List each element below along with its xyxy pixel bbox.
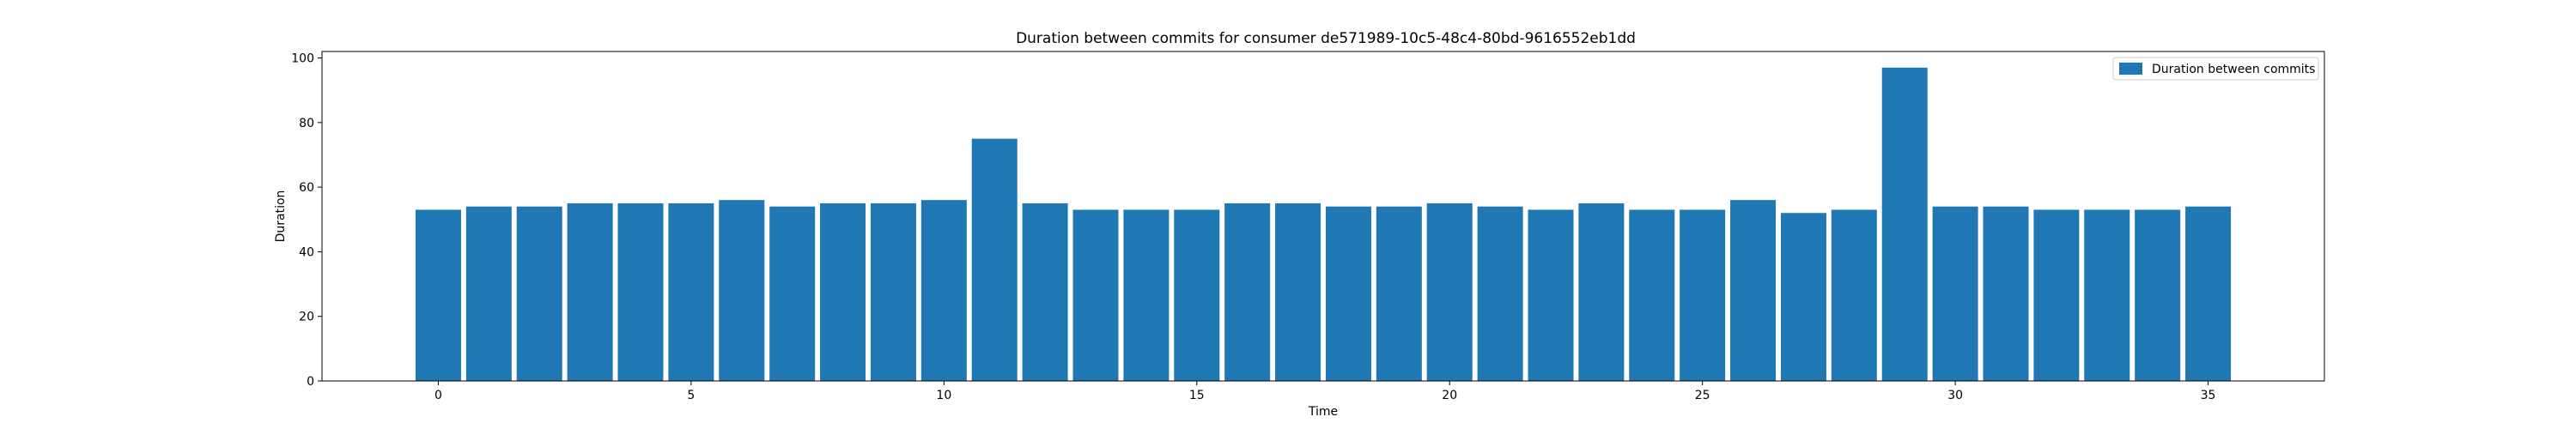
x-tick-label: 25: [1695, 389, 1710, 402]
bar-29: [1881, 67, 1928, 381]
bar-8: [820, 202, 866, 381]
bar-23: [1578, 202, 1625, 381]
bar-3: [567, 202, 613, 381]
bar-10: [920, 200, 967, 381]
bar-4: [617, 202, 664, 381]
y-tick-label: 60: [299, 181, 314, 195]
bar-11: [971, 138, 1018, 381]
bar-7: [769, 206, 816, 381]
x-tick-label: 10: [936, 389, 951, 402]
plot-frame: [321, 51, 2325, 382]
x-tick-label: 35: [2201, 389, 2216, 402]
bar-22: [1528, 209, 1574, 381]
bar-2: [516, 206, 562, 381]
bar-24: [1629, 209, 1675, 381]
x-tick-label: 5: [687, 389, 695, 402]
bar-0: [415, 209, 461, 381]
y-tick-label: 100: [291, 52, 314, 66]
legend-box: [2112, 57, 2319, 81]
bar-28: [1831, 209, 1877, 381]
bar-34: [2135, 209, 2181, 381]
y-tick-label: 20: [299, 311, 314, 324]
bar-31: [1983, 206, 2029, 381]
bar-6: [719, 200, 765, 381]
bar-26: [1730, 200, 1777, 381]
x-axis-ticks: 0 5 10 15 20 25 30 35: [434, 381, 2215, 402]
bar-33: [2084, 209, 2130, 381]
x-tick-label: 0: [434, 389, 442, 402]
x-tick-label: 20: [1442, 389, 1457, 402]
y-axis-ticks: 0 20 40 60 80 100: [291, 52, 322, 389]
bar-13: [1072, 209, 1119, 381]
bar-16: [1224, 202, 1271, 381]
legend-swatch: [2119, 63, 2142, 75]
x-tick-label: 15: [1189, 389, 1205, 402]
bars-group: [415, 67, 2232, 381]
bar-15: [1174, 209, 1220, 381]
legend-label: Duration between commits: [2152, 63, 2315, 76]
bar-27: [1780, 213, 1826, 381]
bar-19: [1376, 206, 1422, 381]
bar-21: [1477, 206, 1523, 381]
y-tick-label: 80: [299, 117, 314, 130]
legend: Duration between commits: [2112, 57, 2319, 81]
bar-32: [2033, 209, 2080, 381]
bar-5: [668, 202, 714, 381]
bar-20: [1426, 202, 1473, 381]
y-axis-label: Duration: [274, 190, 288, 243]
x-axis-label: Time: [1308, 405, 1338, 419]
bar-9: [870, 202, 916, 381]
bar-12: [1022, 202, 1068, 381]
x-tick-label: 30: [1947, 389, 1963, 402]
bar-17: [1275, 202, 1321, 381]
y-tick-label: 40: [299, 245, 314, 259]
chart-title: Duration between commits for consumer de…: [1016, 30, 1636, 47]
bar-1: [465, 206, 512, 381]
bar-25: [1680, 209, 1726, 381]
y-tick-label: 0: [307, 375, 314, 389]
bar-35: [2185, 206, 2232, 381]
bar-14: [1123, 209, 1170, 381]
bar-18: [1325, 206, 1371, 381]
bar-30: [1932, 206, 1978, 381]
